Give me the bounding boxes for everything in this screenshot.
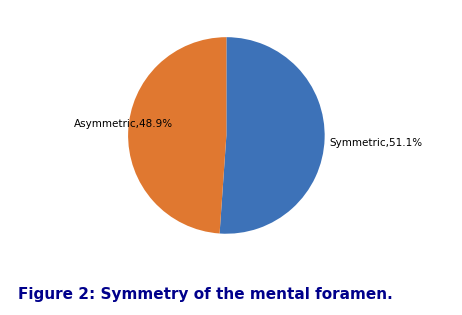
Text: Figure 2: Symmetry of the mental foramen.: Figure 2: Symmetry of the mental foramen… — [18, 287, 393, 302]
Wedge shape — [128, 37, 226, 233]
Wedge shape — [219, 37, 325, 234]
Text: Asymmetric,48.9%: Asymmetric,48.9% — [74, 119, 173, 129]
Text: Symmetric,51.1%: Symmetric,51.1% — [329, 138, 423, 148]
